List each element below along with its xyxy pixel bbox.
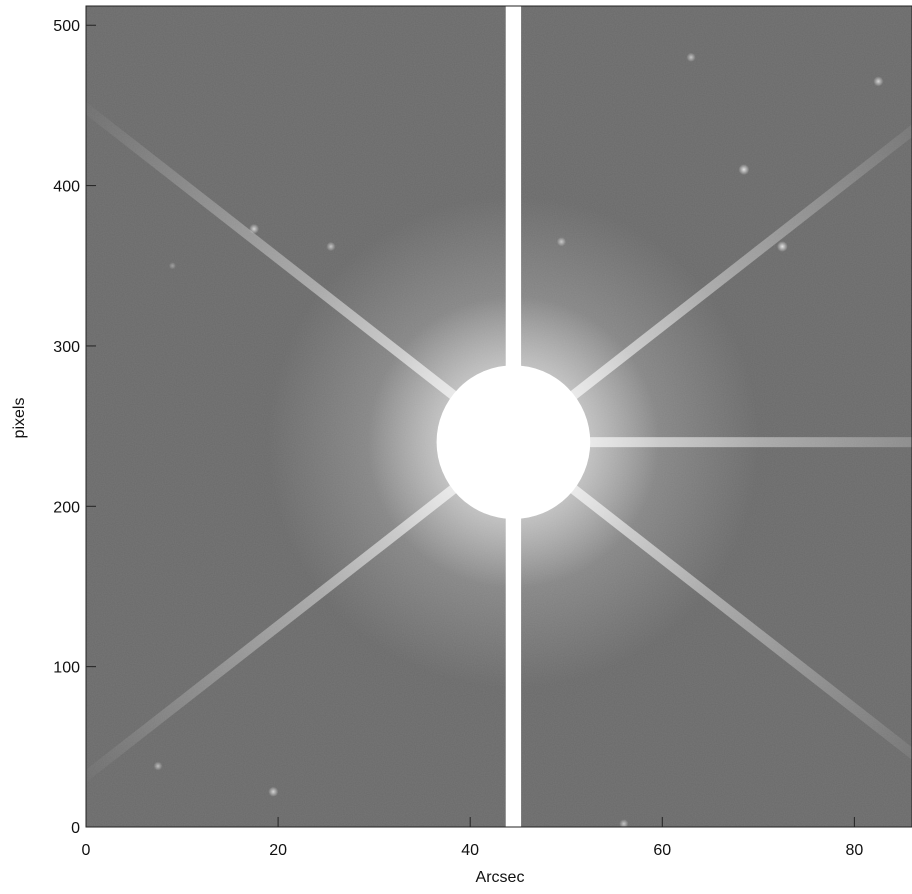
- faint-source: [326, 241, 336, 252]
- y-tick-label: 200: [53, 499, 80, 516]
- faint-source: [873, 76, 884, 87]
- faint-sources: [153, 52, 884, 827]
- diffraction-spikes: [86, 93, 912, 791]
- y-axis-label: pixels: [11, 398, 28, 439]
- spike-body: [513, 437, 912, 448]
- x-tick-label: 80: [845, 842, 863, 859]
- faint-source: [686, 52, 696, 62]
- diffraction-spike: [510, 438, 912, 791]
- x-axis: 0 20 40 60 80: [82, 817, 863, 859]
- y-axis: 0 100 200 300 400 500: [53, 18, 96, 837]
- diffraction-spike: [86, 93, 517, 447]
- spike-body: [86, 438, 517, 791]
- x-tick-label: 40: [461, 842, 479, 859]
- diffraction-spike: [510, 93, 912, 447]
- x-tick-label: 60: [653, 842, 671, 859]
- spike-body: [510, 438, 912, 791]
- faint-source: [153, 761, 163, 771]
- x-tick-label: 20: [269, 842, 287, 859]
- faint-source: [268, 786, 279, 797]
- faint-source: [249, 223, 260, 234]
- spike-body: [510, 93, 912, 447]
- faint-source: [738, 164, 750, 175]
- y-tick-label: 500: [53, 18, 80, 35]
- plot-frame: [85, 5, 912, 828]
- spike-body: [86, 93, 517, 447]
- faint-source: [168, 262, 177, 270]
- faint-source: [776, 241, 788, 252]
- saturated-core: [436, 365, 591, 519]
- y-tick-label: 300: [53, 339, 80, 356]
- y-tick-label: 0: [71, 820, 80, 837]
- faint-source: [556, 237, 567, 247]
- diffraction-spike: [86, 438, 517, 791]
- x-axis-label: Arcsec: [476, 869, 525, 886]
- x-tick-label: 0: [82, 842, 91, 859]
- faint-source: [619, 819, 629, 827]
- y-tick-label: 400: [53, 179, 80, 196]
- diffraction-spike: [513, 437, 912, 448]
- y-tick-label: 100: [53, 660, 80, 677]
